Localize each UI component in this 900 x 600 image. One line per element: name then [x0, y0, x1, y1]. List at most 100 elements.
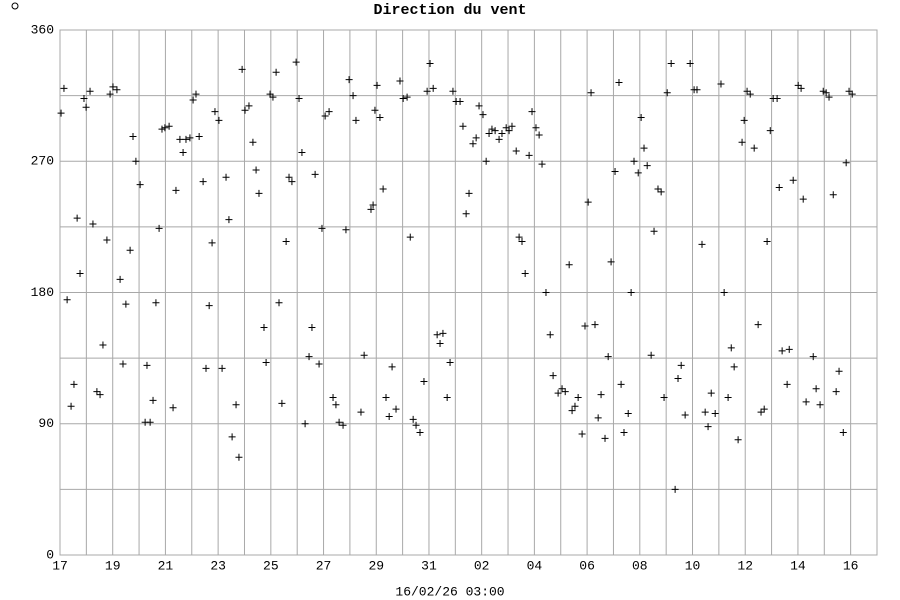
data-point [73, 214, 81, 222]
data-point [357, 408, 365, 416]
data-point [155, 224, 163, 232]
data-point [70, 380, 78, 388]
data-point [594, 414, 602, 422]
data-point [360, 351, 368, 359]
data-point [574, 394, 582, 401]
data-point [232, 401, 240, 409]
data-point [730, 363, 738, 371]
data-point [388, 363, 396, 371]
data-point [512, 147, 520, 155]
data-point [199, 178, 207, 186]
data-point [643, 162, 651, 170]
data-point [711, 410, 719, 418]
x-tick-label: 27 [316, 558, 332, 573]
data-point [205, 302, 213, 310]
data-point [654, 185, 662, 193]
data-point [757, 408, 765, 416]
data-point [479, 111, 487, 119]
data-point [704, 423, 712, 431]
data-point [426, 60, 434, 68]
data-point [835, 367, 843, 375]
x-tick-label: 25 [263, 558, 279, 573]
data-point [528, 108, 536, 116]
data-point [260, 324, 268, 331]
data-point [488, 125, 496, 133]
data-point [660, 394, 668, 401]
data-point [189, 96, 197, 104]
data-point [578, 430, 586, 438]
data-point [561, 388, 569, 396]
data-point [57, 109, 65, 117]
data-point [252, 166, 260, 174]
data-point [443, 394, 451, 401]
data-point [546, 331, 554, 339]
data-point [165, 122, 173, 130]
data-point [208, 239, 216, 247]
data-point [228, 433, 236, 441]
data-point [743, 87, 751, 95]
data-point [674, 375, 682, 383]
data-point [502, 124, 510, 132]
x-tick-label: 23 [210, 558, 226, 573]
data-point [816, 401, 824, 409]
data-point [342, 226, 350, 234]
data-point [491, 127, 499, 135]
data-point [222, 173, 230, 181]
data-point [465, 189, 473, 197]
x-tick-label: 16 [843, 558, 859, 573]
data-point [681, 411, 689, 419]
data-point [495, 135, 503, 143]
data-point [763, 237, 771, 245]
data-point [677, 361, 685, 369]
data-point [272, 68, 280, 76]
data-point [701, 408, 709, 416]
data-point [839, 429, 847, 436]
data-point [169, 404, 177, 412]
x-tick-label: 10 [685, 558, 701, 573]
data-point [634, 169, 642, 177]
data-point [518, 237, 526, 245]
data-point [238, 65, 246, 73]
data-point [505, 127, 513, 135]
data-point [799, 195, 807, 203]
data-point [657, 188, 665, 196]
x-tick-label: 08 [632, 558, 648, 573]
data-point [734, 436, 742, 444]
data-point [409, 415, 417, 423]
data-point [462, 210, 470, 218]
data-point [318, 224, 326, 232]
data-point [624, 410, 632, 418]
data-point [456, 97, 464, 105]
data-point [449, 87, 457, 95]
y-tick-label: 90 [38, 416, 54, 431]
data-point [842, 159, 850, 167]
data-point [615, 79, 623, 86]
data-point [558, 385, 566, 393]
data-point [446, 359, 454, 366]
data-point [202, 364, 210, 372]
data-point [794, 81, 802, 89]
data-point [93, 388, 101, 396]
data-point [845, 87, 853, 95]
data-point [717, 80, 725, 88]
data-point [249, 138, 257, 146]
data-point [416, 429, 424, 436]
data-point [459, 122, 467, 130]
data-point [113, 86, 121, 94]
data-point [385, 412, 393, 420]
data-point [568, 407, 576, 415]
data-point [396, 77, 404, 85]
data-point [376, 114, 384, 121]
data-point [485, 130, 493, 138]
data-point [617, 380, 625, 388]
data-point [549, 372, 557, 380]
data-point [352, 116, 360, 124]
data-point [152, 299, 160, 307]
data-point [67, 402, 75, 410]
data-point [245, 102, 253, 110]
data-point [367, 205, 375, 213]
data-point [822, 89, 830, 97]
data-point [345, 76, 353, 84]
data-point [848, 90, 856, 98]
